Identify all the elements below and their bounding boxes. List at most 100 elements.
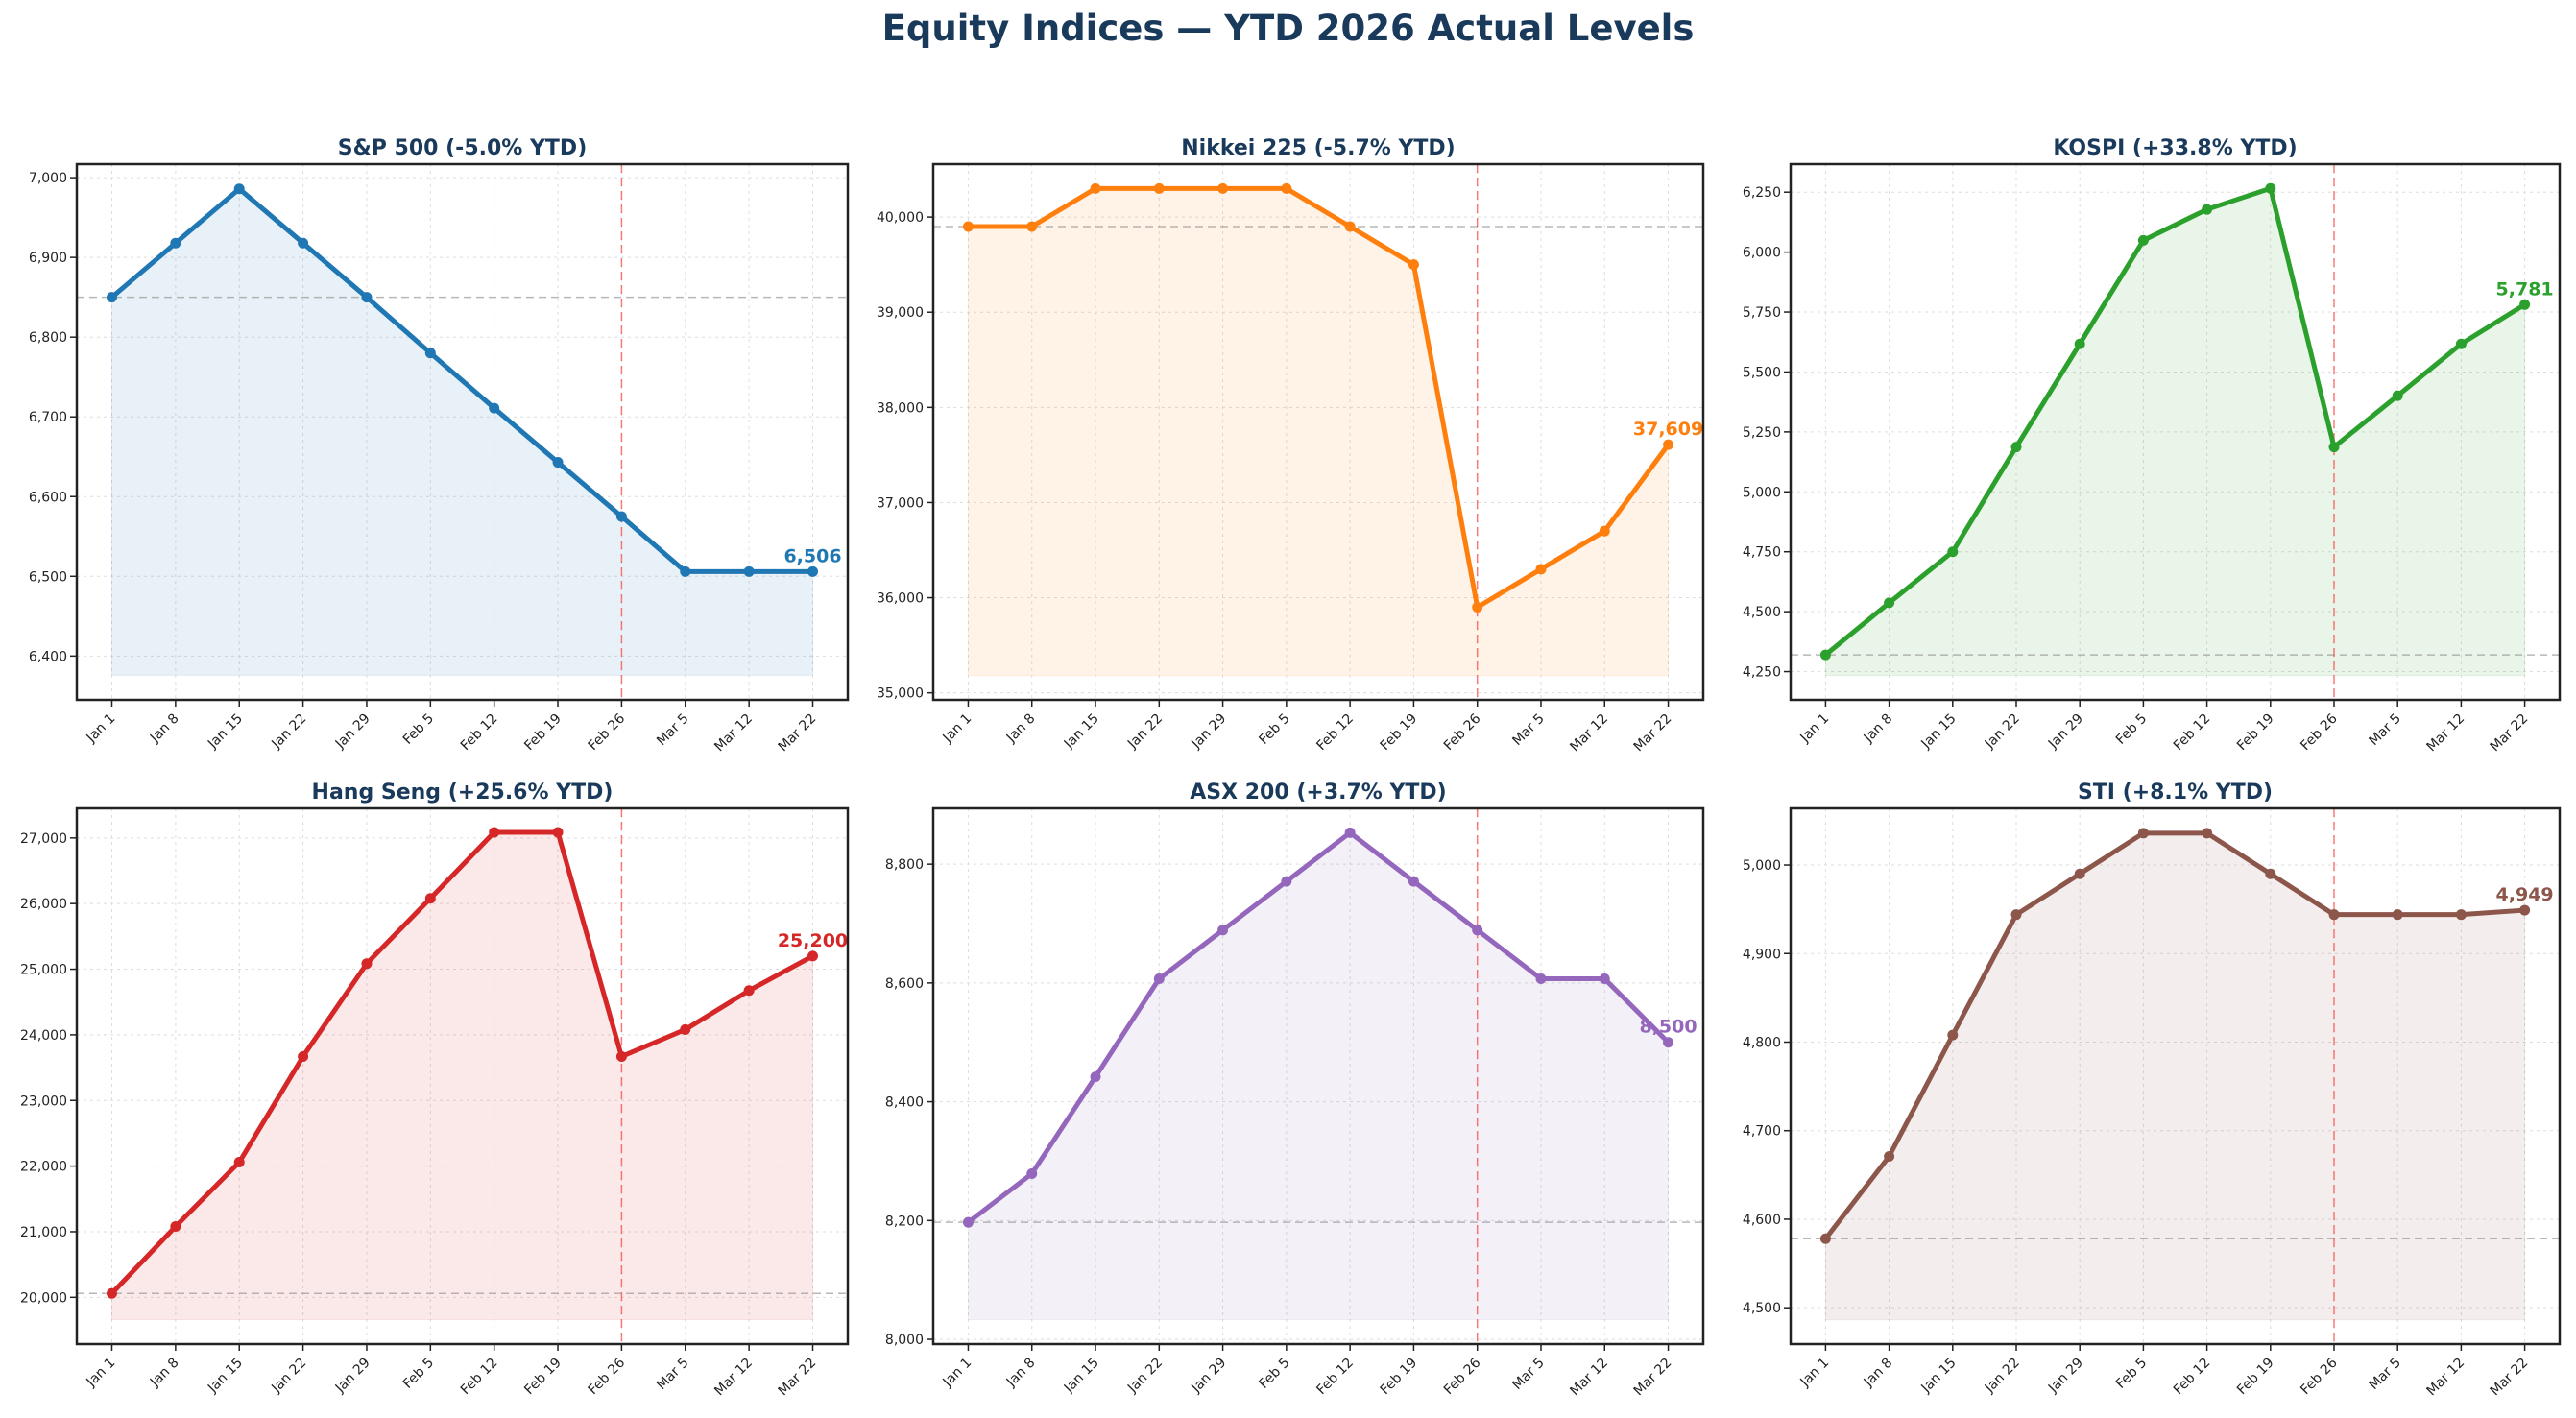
data-point bbox=[1819, 649, 1831, 661]
x-tick-label: Jan 8 bbox=[147, 711, 182, 747]
data-point bbox=[1663, 439, 1674, 450]
x-tick-label: Feb 19 bbox=[521, 1356, 565, 1399]
y-tick-label: 6,400 bbox=[29, 649, 67, 664]
last-value-label: 25,200 bbox=[778, 930, 848, 951]
data-point bbox=[233, 183, 245, 195]
y-tick-label: 25,000 bbox=[20, 963, 67, 978]
data-point bbox=[2137, 828, 2149, 839]
y-tick-label: 38,000 bbox=[877, 400, 924, 416]
x-tick-label: Feb 19 bbox=[1378, 711, 1421, 755]
x-tick-label: Mar 12 bbox=[711, 711, 756, 756]
x-tick-label: Feb 19 bbox=[1378, 1356, 1421, 1399]
y-tick-label: 4,800 bbox=[1743, 1035, 1781, 1050]
x-tick-label: Jan 1 bbox=[84, 711, 119, 747]
data-point bbox=[680, 1023, 691, 1035]
subplot-4: Hang Seng (+25.6% YTD) 20,000 21,000 22,000… bbox=[20, 781, 850, 1400]
y-tick-label: 5,000 bbox=[1743, 858, 1781, 874]
x-tick-label: Jan 29 bbox=[332, 1356, 373, 1397]
axes-frame bbox=[75, 806, 850, 1346]
data-point bbox=[1217, 182, 1229, 194]
y-tick-label: 4,500 bbox=[1743, 605, 1781, 620]
x-tick-label: Jan 1 bbox=[940, 711, 975, 747]
data-point bbox=[1947, 1029, 1959, 1041]
x-tick-label: Mar 12 bbox=[2423, 711, 2468, 756]
x-tick-label: Feb 5 bbox=[1256, 1356, 1292, 1392]
last-value-label: 6,506 bbox=[783, 545, 841, 566]
x-tick-label: Feb 26 bbox=[2298, 1355, 2341, 1398]
x-tick-label: Feb 5 bbox=[400, 711, 437, 748]
data-point bbox=[424, 893, 436, 904]
x-tick-label: Mar 5 bbox=[2367, 1356, 2404, 1393]
x-tick-label: Jan 22 bbox=[268, 711, 309, 753]
data-point bbox=[1217, 925, 1229, 936]
y-tick-label: 4,900 bbox=[1743, 947, 1781, 962]
data-point bbox=[361, 958, 373, 970]
data-point bbox=[107, 292, 117, 303]
data-point bbox=[807, 950, 818, 962]
x-tick-label: Feb 12 bbox=[458, 711, 501, 755]
data-point bbox=[1819, 1233, 1831, 1244]
x-tick-label: Feb 26 bbox=[2298, 710, 2341, 754]
data-point bbox=[807, 565, 818, 577]
series-line bbox=[1823, 830, 2525, 1240]
y-tick-label: 8,000 bbox=[885, 1333, 924, 1348]
axes-frame bbox=[1789, 162, 2562, 702]
y-tick-label: 6,600 bbox=[29, 490, 67, 505]
axes-frame bbox=[931, 162, 1705, 702]
data-point bbox=[2137, 234, 2149, 246]
x-tick-label: Jan 15 bbox=[1918, 711, 1960, 753]
data-point bbox=[298, 1050, 309, 1062]
x-tick-label: Mar 5 bbox=[654, 711, 691, 749]
data-point bbox=[1472, 925, 1483, 936]
data-point bbox=[1344, 827, 1356, 838]
data-point bbox=[233, 1157, 245, 1168]
data-point bbox=[1026, 221, 1038, 232]
data-point bbox=[2519, 904, 2531, 916]
x-tick-label: Jan 22 bbox=[1982, 711, 2023, 753]
x-tick-label: Jan 29 bbox=[2045, 711, 2086, 753]
data-point bbox=[1884, 597, 1895, 609]
y-tick-label: 36,000 bbox=[877, 591, 924, 607]
y-tick-label: 8,600 bbox=[885, 976, 924, 992]
x-tick-label: Jan 29 bbox=[1188, 711, 1229, 753]
y-tick-label: 27,000 bbox=[20, 831, 67, 847]
x-tick-label: Jan 15 bbox=[205, 1356, 246, 1397]
y-tick-label: 6,800 bbox=[29, 330, 67, 346]
x-tick-label: Jan 22 bbox=[1124, 1356, 1166, 1397]
x-tick-label: Feb 5 bbox=[2113, 711, 2150, 748]
y-tick-label: 35,000 bbox=[877, 686, 924, 702]
x-tick-label: Mar 22 bbox=[1631, 1356, 1675, 1400]
x-tick-label: Feb 5 bbox=[400, 1356, 437, 1392]
y-tick-label: 4,250 bbox=[1743, 665, 1781, 681]
subplot-3: KOSPI (+33.8% YTD) 4,250 4,500 4,750 5,000 5,… bbox=[1743, 136, 2562, 756]
x-tick-label: Jan 29 bbox=[2045, 1356, 2086, 1397]
figure-title: Equity Indices — YTD 2026 Actual Levels bbox=[881, 8, 1695, 49]
x-tick-label: Mar 12 bbox=[711, 1356, 756, 1400]
data-point bbox=[1472, 601, 1483, 613]
data-point bbox=[298, 237, 309, 249]
y-tick-label: 8,400 bbox=[885, 1095, 924, 1111]
series-line bbox=[968, 185, 1671, 610]
series-line bbox=[109, 186, 813, 574]
subplot-title: S&P 500 (-5.0% YTD) bbox=[338, 136, 588, 160]
data-point bbox=[1090, 182, 1101, 194]
x-tick-label: Mar 12 bbox=[1567, 1356, 1611, 1400]
data-point bbox=[2328, 442, 2340, 453]
x-tick-label: Jan 1 bbox=[1797, 1356, 1833, 1391]
data-point bbox=[2202, 204, 2213, 215]
data-point bbox=[1281, 876, 1292, 887]
x-tick-label: Jan 1 bbox=[940, 1356, 975, 1391]
data-point bbox=[2265, 868, 2276, 879]
data-point bbox=[1535, 973, 1547, 985]
data-point bbox=[1947, 546, 1959, 558]
subplot-title: Nikkei 225 (-5.7% YTD) bbox=[1181, 136, 1455, 160]
x-tick-label: Mar 22 bbox=[1631, 711, 1675, 756]
x-tick-label: Jan 1 bbox=[1797, 711, 1833, 747]
x-tick-label: Jan 8 bbox=[1861, 711, 1896, 747]
data-point bbox=[615, 1050, 627, 1062]
series-line bbox=[966, 829, 1671, 1225]
y-tick-label: 5,250 bbox=[1743, 425, 1781, 441]
x-tick-label: Jan 8 bbox=[1003, 1356, 1039, 1391]
x-tick-label: Jan 8 bbox=[147, 1356, 182, 1391]
